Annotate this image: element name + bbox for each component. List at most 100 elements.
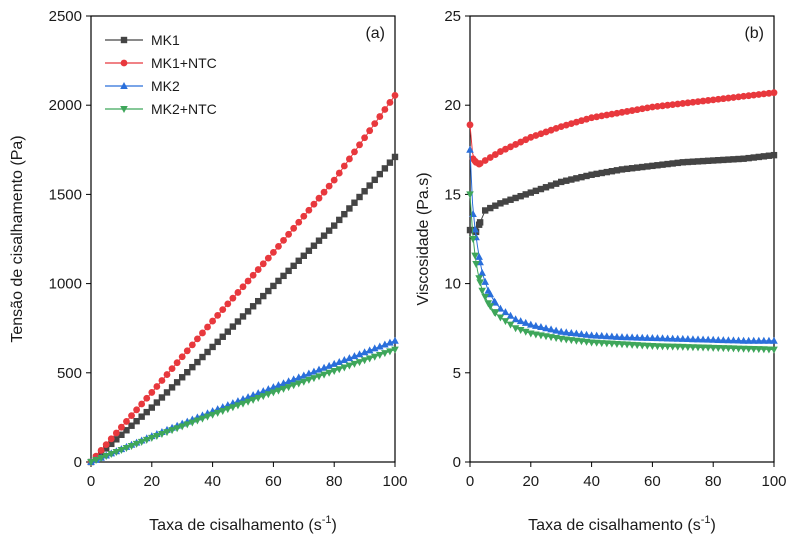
curve-marker [355,359,364,367]
series-line [469,149,774,342]
x-tick-label: 100 [382,473,407,490]
curve-marker [542,324,550,332]
curve-marker [724,345,733,353]
curve-marker [153,383,161,390]
curve-marker [481,277,489,285]
curve-marker [249,271,257,279]
curve-marker [376,113,384,120]
curve-marker [188,419,197,427]
curve-marker [593,113,601,121]
curve-marker [204,348,211,356]
y-tick-label: 2000 [49,97,82,114]
curve-marker [310,375,318,383]
curve-marker [608,340,616,348]
curve-marker [361,188,368,195]
curve-marker [294,373,303,381]
curve-marker [107,435,115,443]
curve-marker [704,97,712,104]
curve-marker [305,247,313,254]
curve-marker [123,418,130,425]
curve-marker [663,334,672,342]
curve-marker [356,141,363,149]
curve-marker [507,196,514,203]
curve-marker [552,326,560,334]
curve-marker [315,373,323,381]
curve-marker [639,163,646,171]
curve-marker [279,385,288,393]
curve-marker [300,371,308,379]
curve-marker [193,417,202,425]
data-point [511,315,520,323]
curve-marker [593,170,600,178]
curve-marker [699,344,707,352]
curve-marker [476,279,484,287]
curve-marker [361,134,368,142]
curve-marker [366,127,374,135]
data-point [148,434,156,442]
curve-marker [542,184,550,191]
curve-marker [689,335,697,343]
curve-marker [760,346,768,354]
curve-marker [573,175,580,182]
panel-tag: (a) [365,25,385,42]
curve-marker [360,357,369,365]
curve-marker [749,336,758,344]
curve-marker [592,339,601,347]
curve-marker [381,340,389,348]
curve-marker [750,91,758,99]
series-mk2-plus-ntc [466,191,778,354]
curve-marker [714,335,723,343]
curve-marker [623,333,631,341]
curve-marker [118,431,125,438]
curve-marker [755,346,763,354]
data-point [679,343,687,351]
curve-marker [577,330,586,338]
curve-marker [613,109,621,117]
curve-marker [320,188,328,196]
series-mk2-plus-ntc [87,346,399,466]
plot-frame [90,15,396,463]
curve-marker [234,402,242,410]
curve-marker [285,230,292,238]
curve-marker [310,242,318,249]
curve-marker [203,413,212,421]
curve-marker [547,182,555,189]
legend-marker [120,106,128,113]
curve-marker [340,356,349,364]
curve-marker [365,355,374,363]
curve-marker [476,160,484,167]
curve-marker [719,336,728,344]
data-point [209,343,216,351]
curve-marker [582,330,591,338]
data-point [472,260,480,268]
curve-marker [254,266,262,273]
curve-marker [714,95,722,103]
data-point [496,314,505,322]
curve-marker [163,389,171,396]
curve-marker [305,376,313,384]
curve-marker [102,452,110,460]
curve-marker [249,391,257,399]
curve-marker [97,454,105,462]
plot-frame [469,15,775,463]
curve-marker [320,232,328,239]
y-axis-label: Tensão de cisalhamento (Pa) [9,135,26,342]
curve-marker [608,110,616,118]
data-point [527,189,534,196]
curve-marker [133,406,141,414]
curve-marker [325,361,333,369]
curve-marker [669,160,676,167]
curve-marker [502,198,509,205]
curve-marker [254,394,262,402]
curve-marker [704,157,712,165]
y-axis-label: Viscosidade (Pa.s) [415,172,432,305]
curve-marker [199,329,206,337]
curve-marker [694,98,702,106]
curve-marker [532,187,540,195]
curve-marker [360,348,369,356]
curve-marker [310,200,318,208]
data-point [649,103,656,111]
curve-marker [471,225,479,233]
curve-marker [173,379,181,386]
